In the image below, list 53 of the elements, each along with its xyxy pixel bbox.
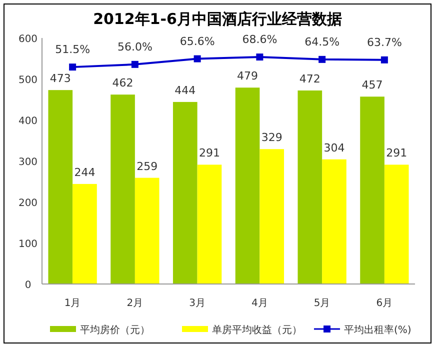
y-tick-label: 600: [18, 34, 38, 45]
data-label: 304: [324, 141, 345, 154]
x-tick-label: 6月: [376, 298, 393, 309]
y-tick-label: 300: [18, 157, 38, 168]
data-label: 259: [136, 160, 158, 173]
legend-label: 单房平均收益（元）: [212, 324, 302, 336]
y-tick-label: 500: [18, 75, 38, 86]
x-tick-label: 2月: [126, 298, 144, 309]
data-label: 63.7%: [366, 36, 402, 49]
bar: [134, 178, 160, 284]
y-tick-label: 400: [18, 116, 38, 127]
data-label: 65.6%: [180, 34, 215, 48]
y-tick-label: 100: [18, 239, 38, 250]
bar: [72, 184, 97, 284]
bar: [48, 90, 73, 284]
bar: [260, 149, 284, 284]
data-label: 473: [50, 72, 71, 86]
bar: [110, 94, 135, 284]
point: [256, 54, 264, 61]
legend-label: 平均出租率(%): [344, 324, 412, 336]
y-tick-label: 0: [24, 280, 32, 291]
bar: [197, 164, 222, 284]
data-label: 244: [74, 166, 96, 179]
x-tick-label: 3月: [189, 298, 206, 309]
bar: [298, 90, 322, 284]
bar: [172, 102, 198, 284]
data-label: 68.6%: [242, 33, 278, 46]
data-label: 291: [198, 146, 220, 160]
data-label: 329: [261, 131, 282, 144]
data-label: 462: [112, 76, 134, 90]
y-tick-label: 200: [18, 198, 38, 209]
chart-title: 2012年1-6月中国酒店行业经营数据: [93, 10, 342, 28]
bar: [360, 96, 384, 284]
point: [194, 55, 201, 62]
data-label: 472: [299, 72, 320, 86]
legend-label: 平均房价（元）: [80, 324, 150, 336]
x-tick-label: 1月: [64, 298, 81, 309]
data-label: 479: [237, 70, 258, 83]
point: [318, 56, 326, 63]
x-tick-label: 5月: [314, 298, 330, 309]
data-label: 56.0%: [117, 40, 152, 54]
bar: [235, 88, 260, 284]
data-label: 64.5%: [304, 35, 340, 48]
data-label: 291: [386, 146, 408, 160]
point: [69, 64, 76, 71]
x-tick-label: 4月: [252, 298, 268, 309]
bar: [322, 159, 346, 284]
point: [131, 60, 138, 68]
data-label: 457: [362, 78, 383, 92]
data-label: 51.5%: [55, 43, 90, 56]
bar: [384, 164, 409, 284]
point: [380, 56, 388, 64]
data-label: 444: [174, 84, 196, 97]
